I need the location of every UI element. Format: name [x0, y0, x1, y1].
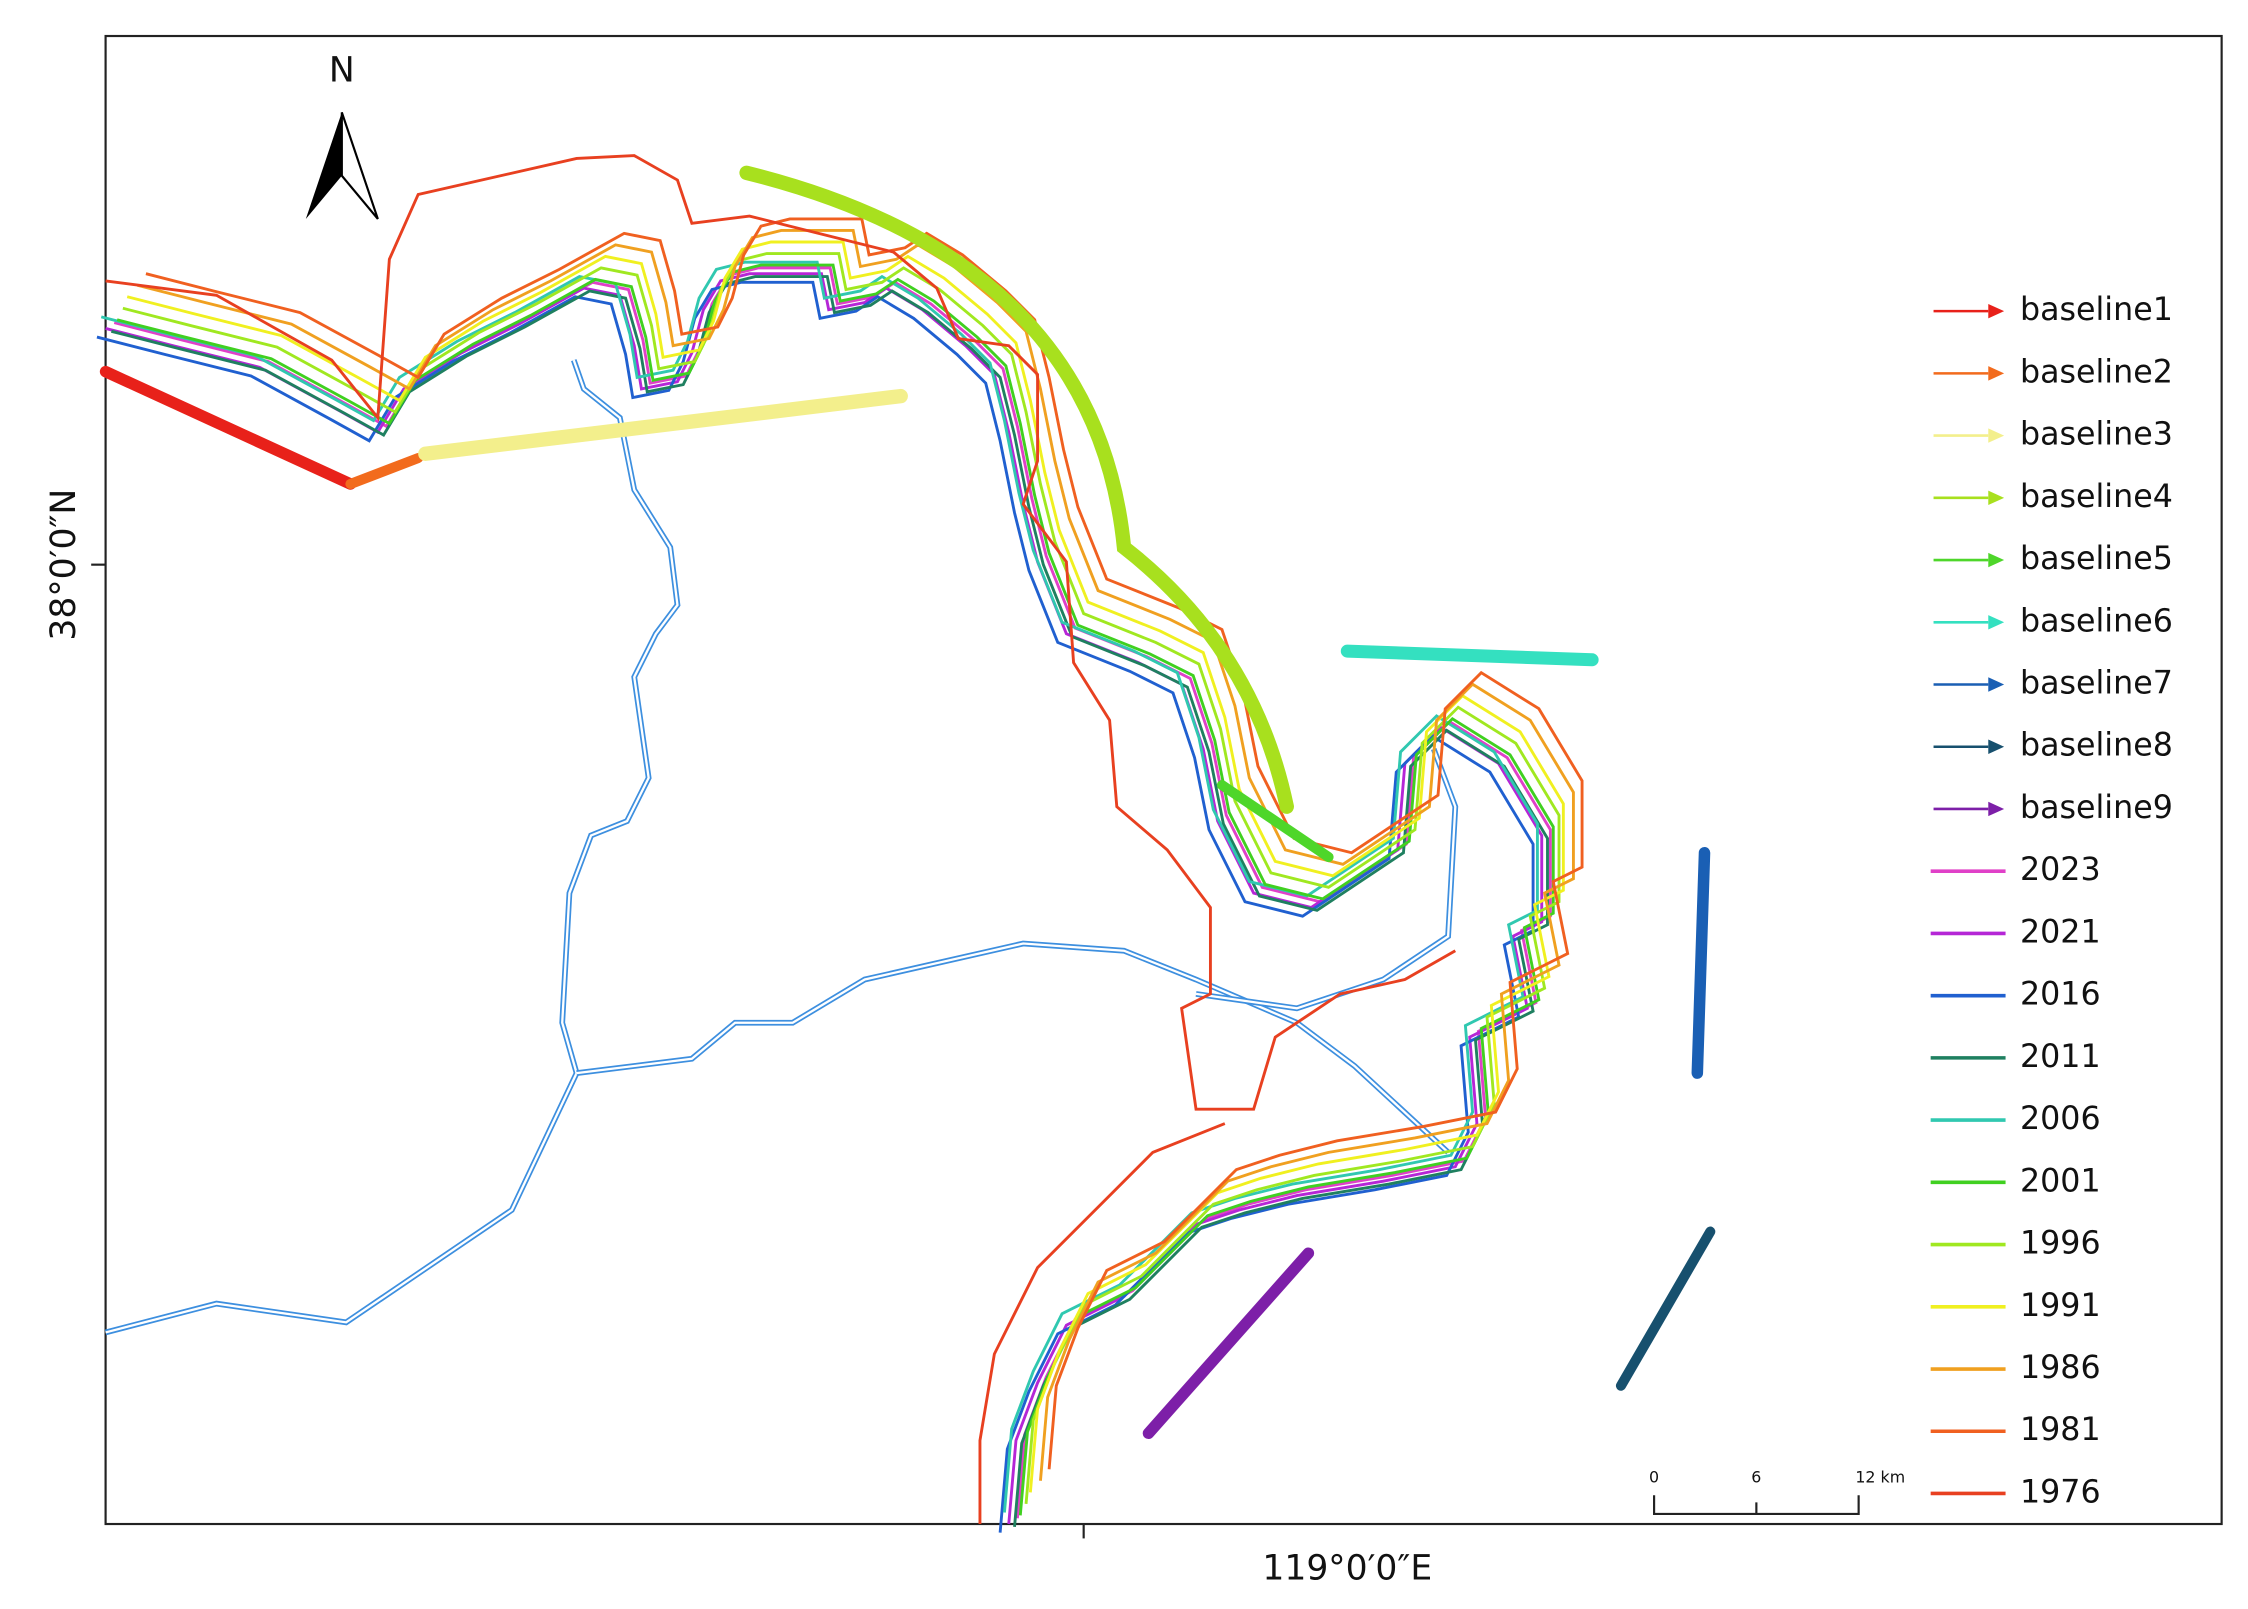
- baseline: [99, 365, 357, 490]
- legend-label: 1976: [2020, 1474, 2101, 1510]
- river-inner: [1195, 748, 1457, 1010]
- river-inner: [105, 359, 679, 1334]
- legend-label: baseline6: [2020, 603, 2173, 639]
- legend-arrow: [1988, 428, 2005, 443]
- legend-arrow: [1988, 615, 2005, 630]
- legend-label: baseline7: [2020, 666, 2173, 702]
- lon-label: 119°0′0″E: [1262, 1549, 1432, 1589]
- coastline: [110, 275, 1549, 1528]
- legend-label: 1986: [2020, 1350, 2101, 1386]
- legend-label: 2021: [2020, 914, 2101, 950]
- legend-label: 1991: [2020, 1288, 2101, 1324]
- legend-arrow: [1988, 677, 2005, 692]
- legend-label: baseline4: [2020, 479, 2173, 515]
- scale-bar: 0 6 12 km: [1649, 1467, 1905, 1516]
- legend-label: 2001: [2020, 1163, 2101, 1199]
- coastlines: [96, 154, 1584, 1533]
- scale-label: 6: [1751, 1467, 1761, 1486]
- scale-bar-line: [1653, 1495, 1860, 1516]
- legend-arrow: [1988, 552, 2005, 568]
- legend-label: 2006: [2020, 1101, 2101, 1137]
- legend-label: 2016: [2020, 977, 2101, 1013]
- legend-arrow: [1988, 801, 2005, 817]
- baselines: [99, 165, 1716, 1440]
- baseline: [739, 165, 1294, 814]
- baseline: [1340, 644, 1599, 667]
- coastline: [122, 252, 1561, 1504]
- legend-label: baseline9: [2020, 790, 2173, 826]
- legend-label: 2023: [2020, 852, 2101, 888]
- coastline: [136, 229, 1575, 1481]
- legend-label: baseline5: [2020, 541, 2173, 577]
- baseline: [1615, 1226, 1716, 1391]
- legend-arrow: [1988, 490, 2005, 506]
- coastline: [126, 240, 1565, 1493]
- coastline: [145, 217, 1584, 1470]
- coastline: [116, 263, 1555, 1516]
- north-label: N: [329, 51, 355, 91]
- rivers: [104, 359, 1459, 1336]
- baseline: [345, 453, 424, 490]
- legend: baseline1 baseline2 baseline3 baseline4 base…: [1930, 292, 2173, 1510]
- legend-label: baseline3: [2020, 417, 2173, 453]
- coastline: [96, 280, 1535, 1533]
- legend-label: 1981: [2020, 1412, 2101, 1448]
- baseline: [418, 388, 908, 461]
- baseline: [1142, 1247, 1315, 1440]
- legend-label: 2011: [2020, 1039, 2101, 1075]
- legend-label: 1996: [2020, 1226, 2101, 1262]
- legend-arrow: [1988, 739, 2005, 754]
- legend-arrow: [1988, 366, 2005, 381]
- scale-label: 0: [1649, 1467, 1659, 1486]
- north-arrow-right: [340, 112, 379, 220]
- legend-label: baseline8: [2020, 728, 2173, 764]
- river-inner: [576, 942, 1449, 1154]
- coastline: [105, 154, 1457, 1525]
- legend-label: baseline2: [2020, 354, 2173, 390]
- map-frame: [104, 34, 2223, 1526]
- legend-arrow: [1988, 303, 2005, 319]
- legend-label: baseline1: [2020, 292, 2173, 328]
- scale-label: 12 km: [1855, 1467, 1905, 1486]
- lat-label: 38°0′0″N: [44, 489, 84, 641]
- baseline: [1691, 846, 1711, 1079]
- baseline: [1216, 780, 1334, 863]
- coastline: [100, 260, 1539, 1513]
